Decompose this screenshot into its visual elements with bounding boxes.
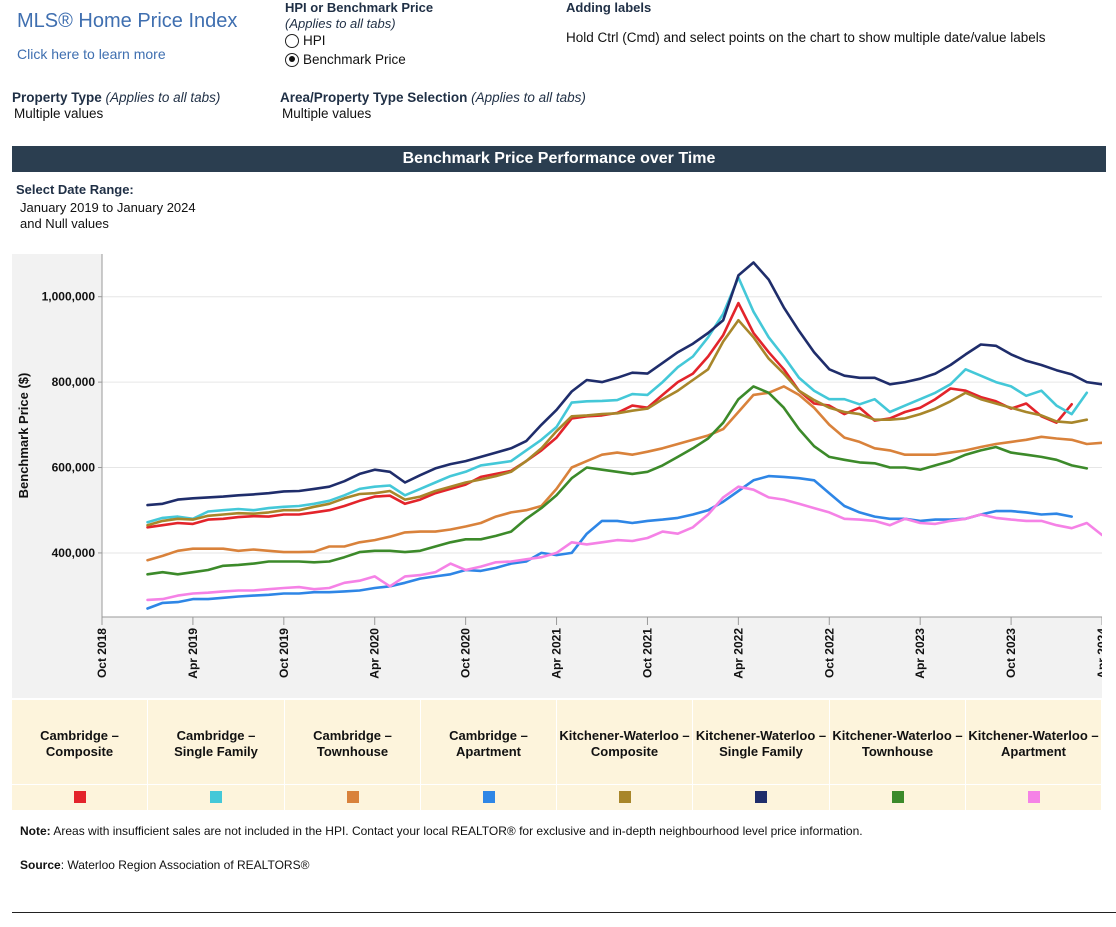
legend-item[interactable]: Kitchener-Waterloo – Townhouse [830, 700, 966, 810]
x-tick-label: Apr 2019 [186, 628, 200, 679]
y-tick-label: 800,000 [52, 375, 96, 389]
legend-divider [966, 784, 1101, 785]
legend-label: Kitchener-Waterloo – Townhouse [832, 728, 963, 759]
y-tick-label: 400,000 [52, 546, 96, 560]
legend-swatch[interactable] [73, 791, 86, 803]
y-axis-title: Benchmark Price ($) [16, 373, 31, 499]
adding-labels-text: Hold Ctrl (Cmd) and select points on the… [566, 30, 1046, 45]
area-value[interactable]: Multiple values [282, 106, 372, 121]
legend-divider [830, 784, 965, 785]
radio-hpi[interactable]: HPI [285, 33, 326, 48]
series-line[interactable] [146, 385, 1089, 576]
legend-divider [285, 784, 420, 785]
area-filter[interactable]: Area/Property Type Selection (Applies to… [280, 90, 586, 105]
x-tick-label: Apr 2021 [550, 628, 564, 679]
note-text: Note: Areas with insufficient sales are … [20, 824, 863, 838]
area-label: Area/Property Type Selection [280, 90, 468, 105]
series-line[interactable] [146, 318, 1089, 527]
x-tick-label: Oct 2023 [1004, 628, 1018, 678]
legend-swatch[interactable] [618, 791, 631, 803]
note-body: Areas with insufficient sales are not in… [50, 824, 863, 838]
chart-banner: Benchmark Price Performance over Time [12, 146, 1106, 172]
legend-label: Kitchener-Waterloo – Apartment [968, 728, 1099, 759]
legend-swatch[interactable] [210, 791, 222, 803]
series-line[interactable] [146, 276, 1089, 524]
legend-divider [693, 784, 829, 785]
series-line[interactable] [146, 385, 1103, 562]
legend-item[interactable]: Kitchener-Waterloo – Apartment [966, 700, 1102, 810]
legend-item[interactable]: Cambridge – Townhouse [285, 700, 421, 810]
source-label: Source [20, 858, 61, 872]
legend-swatch[interactable] [482, 791, 495, 803]
brand-title: MLS® Home Price Index [17, 10, 238, 32]
x-tick-label: Apr 2023 [913, 628, 927, 679]
x-tick-label: Apr 2024 [1095, 628, 1102, 679]
radio-benchmark-circle[interactable] [285, 52, 299, 67]
radio-benchmark-label: Benchmark Price [303, 52, 406, 67]
legend-divider [557, 784, 692, 785]
source-text: Source: Waterloo Region Association of R… [20, 858, 309, 872]
x-tick-label: Apr 2020 [368, 628, 382, 679]
hpi-toggle-title: HPI or Benchmark Price [285, 0, 434, 15]
series-line[interactable] [146, 261, 1103, 507]
legend-divider [12, 784, 147, 785]
source-body: : Waterloo Region Association of REALTOR… [60, 858, 310, 872]
legend-label: Cambridge – Single Family [174, 728, 258, 759]
legend-label: Cambridge – Composite [40, 728, 119, 759]
radio-hpi-label: HPI [303, 33, 326, 48]
property-type-note: (Applies to all tabs) [105, 90, 221, 105]
date-range-label: Select Date Range: [16, 182, 134, 197]
plot-area [102, 254, 1102, 617]
adding-labels-title: Adding labels [566, 0, 652, 15]
learn-more-link[interactable]: Click here to learn more [17, 46, 166, 62]
radio-hpi-circle[interactable] [285, 33, 299, 48]
y-tick-label: 600,000 [52, 461, 96, 475]
date-range-value[interactable]: January 2019 to January 2024 [20, 200, 196, 215]
legend-label: Cambridge – Apartment [449, 728, 528, 759]
x-tick-label: Apr 2022 [731, 628, 745, 679]
area-note: (Applies to all tabs) [471, 90, 586, 105]
legend-divider [148, 784, 284, 785]
y-tick-label: 1,000,000 [42, 290, 96, 304]
legend-label: Cambridge – Townhouse [313, 728, 392, 759]
x-tick-label: Oct 2020 [459, 628, 473, 678]
property-type-label: Property Type [12, 90, 102, 105]
legend-swatch[interactable] [346, 791, 359, 803]
legend-item[interactable]: Cambridge – Single Family [148, 700, 285, 810]
x-tick-label: Oct 2019 [277, 628, 291, 678]
legend-item[interactable]: Kitchener-Waterloo – Single Family [693, 700, 830, 810]
x-tick-label: Oct 2021 [640, 628, 654, 678]
x-tick-label: Oct 2022 [822, 628, 836, 678]
radio-benchmark-price[interactable]: Benchmark Price [285, 52, 406, 67]
hpi-toggle-note: (Applies to all tabs) [285, 16, 396, 31]
chart-legend: Cambridge – Composite Cambridge – Single … [12, 700, 1102, 810]
property-type-value[interactable]: Multiple values [14, 106, 104, 121]
benchmark-price-chart[interactable]: Benchmark Price ($) 400,000 600,000 800,000… [12, 254, 1102, 698]
legend-item[interactable]: Cambridge – Composite [12, 700, 148, 810]
series-line[interactable] [146, 485, 1103, 602]
legend-swatch[interactable] [1027, 791, 1040, 803]
footer-divider [12, 912, 1116, 913]
legend-swatch[interactable] [755, 791, 767, 803]
property-type-filter[interactable]: Property Type (Applies to all tabs) [12, 90, 220, 105]
legend-item[interactable]: Cambridge – Apartment [421, 700, 557, 810]
legend-divider [421, 784, 556, 785]
legend-label: Kitchener-Waterloo – Composite [559, 728, 690, 759]
legend-swatch[interactable] [891, 791, 904, 803]
note-label: Note: [20, 824, 51, 838]
legend-label: Kitchener-Waterloo – Single Family [695, 728, 827, 759]
series-line[interactable] [146, 474, 1073, 610]
legend-item[interactable]: Kitchener-Waterloo – Composite [557, 700, 693, 810]
date-range-null[interactable]: and Null values [20, 216, 109, 231]
x-tick-label: Oct 2018 [95, 628, 109, 678]
